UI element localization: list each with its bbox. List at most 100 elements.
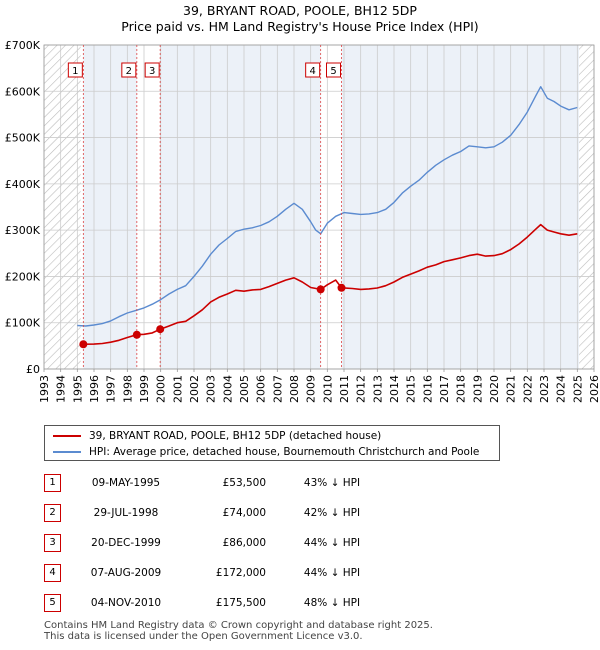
sale-label-box xyxy=(121,62,137,78)
sale-label: 1 xyxy=(72,66,78,77)
footer-line2: This data is licensed under the Open Gov… xyxy=(44,631,363,642)
chart-title: 39, BRYANT ROAD, POOLE, BH12 5DP Price p… xyxy=(0,3,600,35)
x-tick-label: 2015 xyxy=(405,375,418,403)
sale-label: 5 xyxy=(330,66,336,77)
x-tick-label: 2022 xyxy=(521,375,534,403)
sale-point xyxy=(156,325,165,334)
legend-label-property: 39, BRYANT ROAD, POOLE, BH12 5DP (detach… xyxy=(89,430,382,442)
x-tick-label: 2004 xyxy=(221,375,234,403)
sale-row: 5 04-NOV-2010 £175,500 48% ↓ HPI xyxy=(44,594,504,612)
sale-label-box xyxy=(305,62,321,78)
x-tick-label: 2017 xyxy=(438,375,451,403)
x-tick-label: 2024 xyxy=(555,375,568,403)
x-tick-label: 1996 xyxy=(88,375,101,403)
x-tick-label: 1999 xyxy=(138,375,151,403)
sale-date: 29-JUL-1998 xyxy=(93,507,159,519)
series-line-property xyxy=(83,223,578,345)
x-tick-label: 2003 xyxy=(205,375,218,403)
y-tick-label: £200K xyxy=(5,270,41,283)
chart-title-line2: Price paid vs. HM Land Registry's House … xyxy=(121,19,479,34)
sale-row: 2 29-JUL-1998 £74,000 42% ↓ HPI xyxy=(44,504,504,522)
y-tick-label: £600K xyxy=(5,85,41,98)
x-tick-label: 2019 xyxy=(471,375,484,403)
x-tick-label: 2021 xyxy=(505,375,518,403)
sale-label-box xyxy=(67,62,83,78)
sale-hpi-diff: 44% ↓ HPI xyxy=(303,567,361,579)
x-tick-label: 1993 xyxy=(38,375,51,403)
y-tick-label: £0 xyxy=(26,363,40,376)
x-tick-label: 2002 xyxy=(188,375,201,403)
sale-label: 2 xyxy=(126,66,132,77)
sale-date: 07-AUG-2009 xyxy=(90,567,162,579)
sale-price: £175,500 xyxy=(215,597,266,609)
x-tick-label: 2011 xyxy=(338,375,351,403)
sale-hpi-diff: 44% ↓ HPI xyxy=(303,537,361,549)
sale-hpi-diff: 48% ↓ HPI xyxy=(303,597,361,609)
hatched-range xyxy=(44,45,81,369)
x-tick-label: 2016 xyxy=(421,375,434,403)
x-tick-label: 2012 xyxy=(355,375,368,403)
legend-swatch-hpi xyxy=(53,451,81,453)
x-tick-label: 2007 xyxy=(271,375,284,403)
sale-number-badge: 2 xyxy=(44,504,61,522)
x-tick-label: 2006 xyxy=(255,375,268,403)
x-tick-label: 2018 xyxy=(455,375,468,403)
sale-hpi-diff: 42% ↓ HPI xyxy=(303,507,361,519)
sale-point xyxy=(79,340,88,349)
sale-date: 04-NOV-2010 xyxy=(90,597,162,609)
x-tick-label: 2025 xyxy=(571,375,584,403)
chart-title-line1: 39, BRYANT ROAD, POOLE, BH12 5DP xyxy=(183,3,417,18)
y-tick-label: £500K xyxy=(5,132,41,145)
x-tick-label: 2009 xyxy=(305,375,318,403)
x-tick-label: 2008 xyxy=(288,375,301,403)
sale-date: 09-MAY-1995 xyxy=(91,477,161,489)
sale-hpi-diff: 43% ↓ HPI xyxy=(303,477,361,489)
legend-label-hpi: HPI: Average price, detached house, Bour… xyxy=(89,446,480,458)
shaded-range xyxy=(160,45,321,369)
sale-label: 3 xyxy=(149,66,155,77)
shaded-range xyxy=(341,45,579,369)
x-tick-label: 2000 xyxy=(155,375,168,403)
x-tick-label: 2026 xyxy=(588,375,600,403)
sale-price: £74,000 xyxy=(222,507,266,519)
x-tick-label: 1997 xyxy=(105,375,118,403)
sale-price: £86,000 xyxy=(222,537,266,549)
y-tick-label: £400K xyxy=(5,178,41,191)
x-tick-label: 2001 xyxy=(171,375,184,403)
plot-frame xyxy=(43,44,595,370)
x-tick-label: 1994 xyxy=(55,375,68,403)
sale-point xyxy=(337,283,346,292)
legend-item-hpi: HPI: Average price, detached house, Bour… xyxy=(53,444,479,460)
sale-point xyxy=(316,285,325,294)
x-tick-label: 2005 xyxy=(238,375,251,403)
legend: 39, BRYANT ROAD, POOLE, BH12 5DP (detach… xyxy=(44,425,500,461)
legend-swatch-property xyxy=(53,435,81,437)
sale-row: 3 20-DEC-1999 £86,000 44% ↓ HPI xyxy=(44,534,504,552)
sale-number-badge: 3 xyxy=(44,534,61,552)
x-tick-label: 1995 xyxy=(71,375,84,403)
sale-label-box xyxy=(326,62,341,78)
sale-price: £53,500 xyxy=(222,477,266,489)
x-tick-label: 2010 xyxy=(321,375,334,403)
legend-item-property: 39, BRYANT ROAD, POOLE, BH12 5DP (detach… xyxy=(53,428,381,444)
sale-point xyxy=(132,330,141,339)
x-tick-label: 2023 xyxy=(538,375,551,403)
sale-number-badge: 4 xyxy=(44,564,61,582)
x-tick-label: 1998 xyxy=(121,375,134,403)
footer: Contains HM Land Registry data © Crown c… xyxy=(44,620,433,642)
sale-row: 4 07-AUG-2009 £172,000 44% ↓ HPI xyxy=(44,564,504,582)
shaded-range xyxy=(83,45,137,369)
x-tick-label: 2014 xyxy=(388,375,401,403)
x-tick-label: 2020 xyxy=(488,375,501,403)
sale-number-badge: 5 xyxy=(44,594,61,612)
y-tick-label: £700K xyxy=(5,39,41,52)
y-tick-label: £100K xyxy=(5,317,41,330)
y-tick-label: £300K xyxy=(5,224,41,237)
sale-label-box xyxy=(144,62,160,78)
x-tick-label: 2013 xyxy=(371,375,384,403)
sale-row: 1 09-MAY-1995 £53,500 43% ↓ HPI xyxy=(44,474,504,492)
sale-date: 20-DEC-1999 xyxy=(91,537,161,549)
chart: £0 £100K £200K £300K £400K £500K £600K £700K 199… xyxy=(5,39,600,403)
sale-number-badge: 1 xyxy=(44,474,61,492)
hatched-range xyxy=(579,45,594,369)
